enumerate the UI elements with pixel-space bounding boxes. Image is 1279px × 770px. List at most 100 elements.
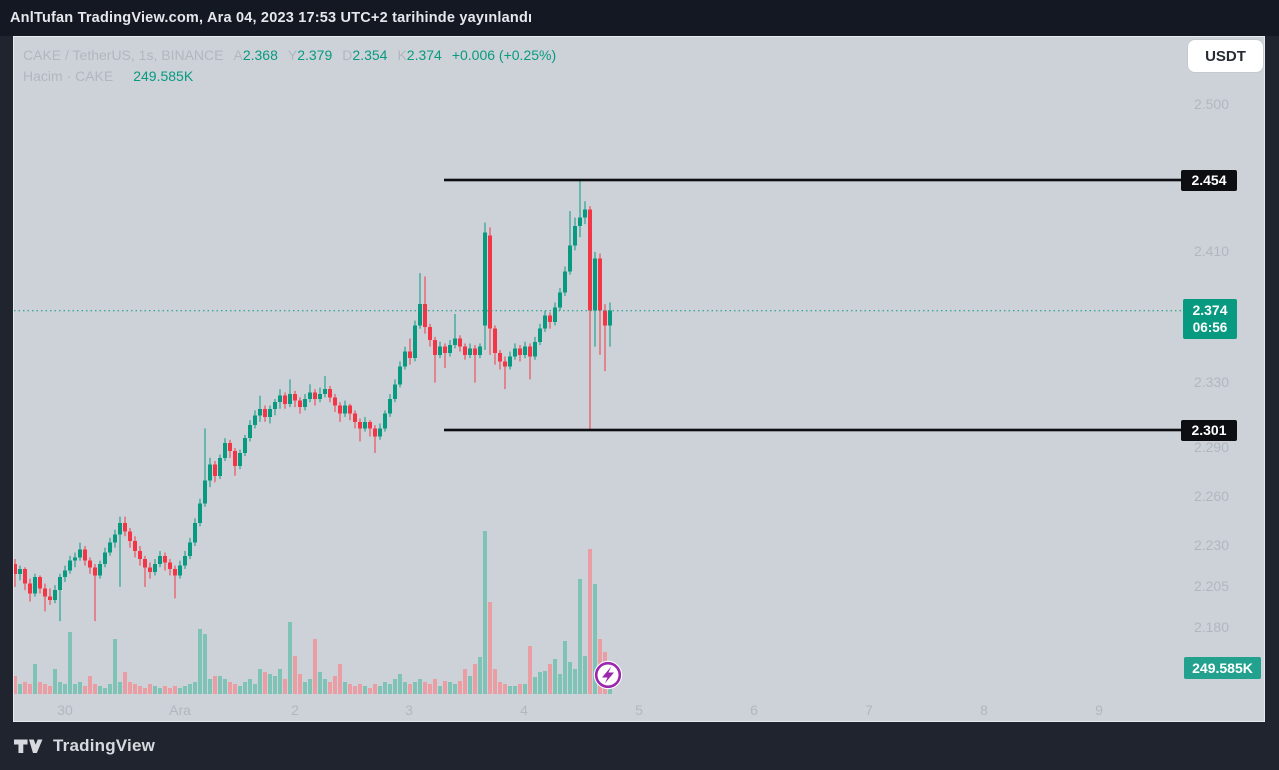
candle-body [438,346,442,355]
candle-body [563,271,567,293]
volume-bar [438,686,442,694]
price-tick-label: 2.230 [1193,537,1229,554]
candle-body [203,480,207,504]
candle-body [403,351,407,367]
candle-wick [474,345,476,383]
volume-bar [53,669,57,694]
volume-bar [428,684,432,694]
candle-body [38,577,42,589]
volume-bar [463,669,467,694]
price-tick-label: 2.410 [1193,242,1229,259]
candle-body [323,389,327,395]
volume-bar [18,684,22,694]
candle-body [198,503,202,524]
volume-bar [48,686,52,694]
candle-body [58,577,62,591]
volume-bar [168,688,172,694]
tradingview-logo-icon[interactable] [14,738,44,754]
volume-bar [43,684,47,694]
volume-bar [28,684,32,694]
volume-bar [418,679,422,694]
candle-body [578,217,582,226]
volume-bar [338,664,342,694]
candle-body [373,428,377,437]
level-price-label-upper: 2.454 [1181,169,1237,191]
volume-bar [213,676,217,694]
time-tick-label: 4 [520,702,528,718]
volume-bar [188,684,192,694]
volume-bar [468,676,472,694]
candle-body [378,428,382,437]
candle-body [343,405,347,414]
volume-bar [63,684,67,694]
candle-body [103,552,107,564]
candle-body [183,555,187,566]
candle-wick [324,376,326,398]
candle-body [428,327,432,341]
volume-bar [363,686,367,694]
volume-bar [178,688,182,694]
candle-body [93,567,97,576]
volume-bar [573,669,577,694]
candle-body [113,534,117,543]
volume-bar [23,682,27,694]
candle-body [163,555,167,563]
candle-body [208,464,212,481]
price-change: +0.006 (+0.25%) [451,47,557,63]
candle-body [603,310,607,326]
ohlc-high: Y2.379 [287,47,333,63]
candle-body [573,225,577,246]
candle-body [73,557,77,561]
candle-body [308,392,312,399]
time-tick-label: 3 [405,702,413,718]
candle-body [588,209,592,311]
volume-bar [558,674,562,694]
symbol-title: CAKE / TetherUS, 1s, BINANCE [23,47,224,63]
volume-bar [223,679,227,694]
candle-body [108,542,112,553]
volume-study-label: Hacim · CAKE [23,68,114,84]
time-tick-label: 6 [750,702,758,718]
chart-canvas[interactable] [14,37,1264,721]
candle-body [83,549,87,561]
volume-bar [313,639,317,694]
volume-bar [353,686,357,694]
candle-body [533,341,537,357]
candle-body [528,346,532,357]
candle-body [513,348,517,357]
volume-bar [248,679,252,694]
volume-bar [283,679,287,694]
volume-bar [143,688,147,694]
candle-body [168,562,172,569]
volume-bar [113,639,117,694]
volume-bar [453,684,457,694]
volume-bar [14,676,17,694]
candle-body [553,307,557,323]
candle-wick [589,206,591,431]
volume-bar [498,682,502,694]
candle-body [228,443,232,452]
volume-bar [578,579,582,694]
volume-bar [433,679,437,694]
volume-bar [548,664,552,694]
candle-body [518,348,522,355]
volume-bar [553,659,557,694]
time-tick-label: 30 [57,702,73,718]
candle-wick [419,273,421,329]
volume-bar [373,684,377,694]
volume-bar [298,674,302,694]
candle-body [148,567,152,573]
candle-body [278,395,282,403]
candle-body [333,397,337,406]
price-tick-label: 2.205 [1193,577,1229,594]
volume-bar [218,676,222,694]
volume-bar [383,682,387,694]
volume-bar [88,676,92,694]
candle-body [548,315,552,323]
candle-body [23,568,27,584]
candle-body [393,384,397,399]
candle-body [398,366,402,385]
tradingview-wordmark[interactable]: TradingView [53,736,156,755]
price-tick-label: 2.180 [1193,618,1229,635]
quote-currency-button[interactable]: USDT [1188,40,1263,72]
